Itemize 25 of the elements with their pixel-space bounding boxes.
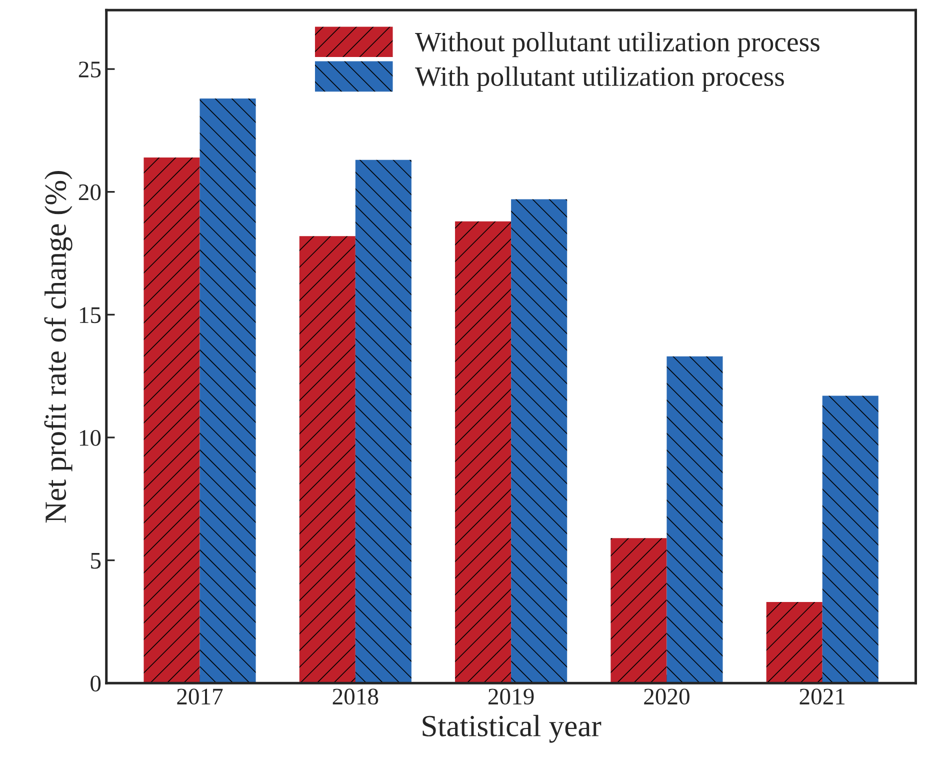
y-tick-label: 20 — [78, 184, 101, 200]
bar — [666, 356, 723, 684]
bar — [766, 602, 822, 684]
y-tick-label: 10 — [80, 430, 101, 446]
y-tick-label: 25 — [78, 62, 101, 78]
x-tick-label: 2021 — [800, 688, 845, 705]
legend-label: Without pollutant utilization process — [415, 32, 820, 58]
legend-label: With pollutant utilization process — [415, 66, 784, 92]
bar — [144, 157, 200, 684]
y-tick-label: 0 — [90, 676, 101, 692]
bar — [610, 538, 667, 684]
bar — [200, 98, 256, 684]
x-axis-title: Statistical year — [422, 714, 602, 743]
x-tick-label: 2018 — [332, 688, 378, 705]
x-tick-label: 2020 — [644, 688, 690, 705]
x-tick-label: 2017 — [177, 688, 223, 705]
bar — [511, 199, 568, 684]
y-tick-label: 15 — [80, 307, 101, 324]
bar — [455, 221, 512, 684]
y-tick-label: 5 — [91, 553, 101, 569]
bar — [355, 160, 412, 684]
bar — [822, 396, 878, 684]
x-tick-label: 2019 — [488, 688, 534, 705]
y-axis-title: Net profit rate of change (%) — [44, 171, 72, 523]
bar — [299, 236, 356, 684]
